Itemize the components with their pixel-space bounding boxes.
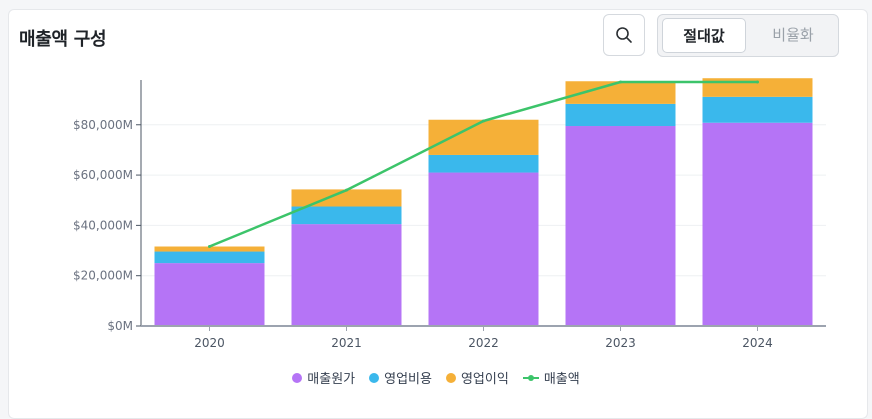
bar-segment-opex-2021: [291, 206, 402, 225]
y-tick-label: $20,000M: [73, 269, 133, 283]
x-tick-label: 2021: [331, 336, 362, 350]
bar-segment-opex-2024: [702, 96, 813, 123]
stacked-bar-chart: $0M $20,000M $40,000M $60,000M $80,000M 2020…: [73, 78, 826, 350]
revenue-point-2021: [345, 188, 348, 192]
search-icon: [616, 27, 632, 43]
toggle-ratio[interactable]: 비율화: [772, 26, 814, 44]
legend-swatch-opex: [369, 372, 380, 383]
toggle-absolute[interactable]: 절대값: [662, 18, 746, 53]
bar-segment-cost-2020: [154, 263, 265, 326]
bar-segment-opex-2023: [565, 103, 676, 127]
bar-segment-profit-2020: [154, 246, 265, 252]
bar-segment-cost-2021: [291, 224, 402, 326]
search-button[interactable]: [603, 14, 645, 56]
legend-swatch-profit: [445, 372, 456, 383]
revenue-point-2022: [482, 119, 485, 123]
legend-item-revenue[interactable]: 매출액: [522, 368, 580, 387]
y-tick-label: $40,000M: [73, 218, 133, 232]
y-tick-label: $80,000M: [73, 118, 133, 132]
revenue-point-2023: [619, 80, 622, 84]
bar-segment-profit-2022: [428, 119, 539, 155]
x-tick-label: 2022: [468, 336, 499, 350]
bar-segment-profit-2023: [565, 81, 676, 104]
legend-swatch-cost: [292, 372, 303, 383]
legend-label-revenue: 매출액: [543, 372, 580, 387]
bar-segment-cost-2023: [565, 126, 676, 326]
legend-item-opex[interactable]: 영업비용: [369, 368, 432, 387]
bar-segment-profit-2021: [291, 189, 402, 207]
legend-swatch-revenue: [522, 373, 539, 383]
bar-segment-cost-2022: [428, 172, 539, 326]
y-tick-label: $60,000M: [73, 168, 133, 182]
bar-segment-opex-2020: [154, 251, 265, 264]
legend-label-cost: 매출원가: [307, 372, 356, 387]
legend-label-profit: 영업이익: [460, 372, 509, 387]
legend-item-cost[interactable]: 매출원가: [292, 368, 355, 387]
bar-segment-opex-2022: [428, 154, 539, 173]
y-tick-label: $0M: [107, 319, 133, 333]
x-tick-label: 2020: [194, 336, 225, 350]
legend-label-opex: 영업비용: [384, 372, 432, 387]
x-tick-label: 2023: [605, 336, 636, 350]
revenue-point-2024: [756, 80, 759, 84]
chart-legend: 매출원가 영업비용 영업이익 매출액: [0, 368, 872, 387]
chart-title: 매출액 구성: [19, 29, 107, 50]
value-mode-toggle: 절대값 비율화: [657, 14, 839, 57]
legend-item-profit[interactable]: 영업이익: [445, 368, 509, 387]
x-tick-label: 2024: [742, 336, 773, 350]
bar-segment-cost-2024: [702, 122, 813, 326]
revenue-point-2020: [208, 245, 211, 249]
